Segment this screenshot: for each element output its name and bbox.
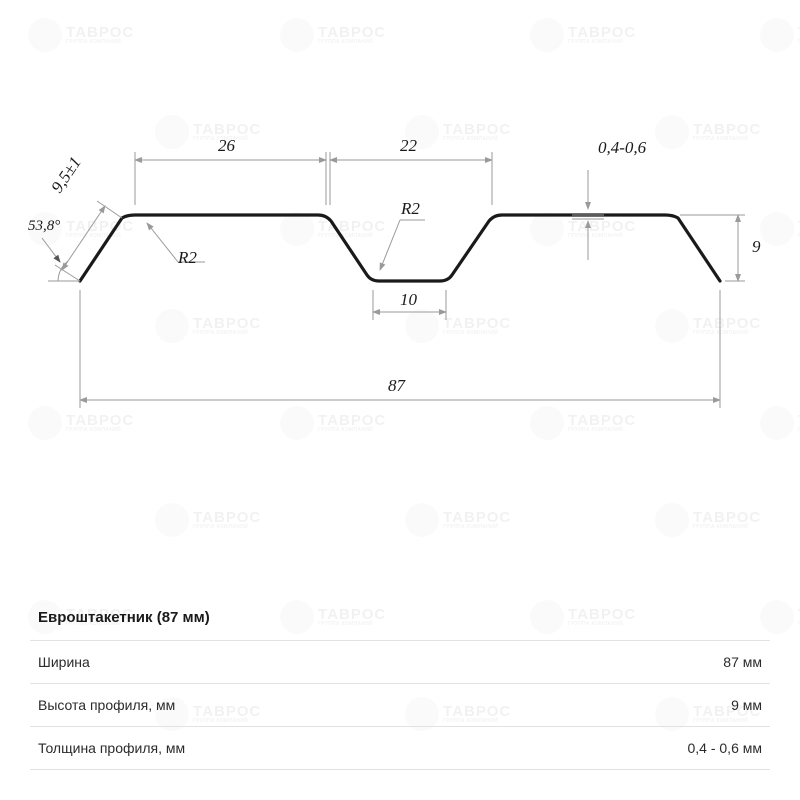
- dim-87: [80, 290, 720, 408]
- leader-r2-mid: [380, 220, 425, 270]
- spec-value: 87 мм: [723, 654, 762, 670]
- spec-row: Ширина 87 мм: [30, 641, 770, 684]
- spec-value: 0,4 - 0,6 мм: [687, 740, 762, 756]
- profile-path: [80, 215, 720, 281]
- profile-svg: [0, 0, 800, 560]
- spec-label: Толщина профиля, мм: [38, 740, 185, 756]
- spec-label: Ширина: [38, 654, 90, 670]
- leader-r2-left: [147, 223, 205, 262]
- dim-22: [330, 152, 492, 205]
- spec-table: Евроштакетник (87 мм) Ширина 87 мм Высот…: [30, 595, 770, 770]
- spec-row: Высота профиля, мм 9 мм: [30, 684, 770, 727]
- dim-thickness: [572, 170, 604, 260]
- dim-angle: [42, 238, 80, 281]
- profile-diagram: 26 22 0,4-0,6 9,5±1 53,8° R2 R2 10 9 87: [0, 0, 800, 560]
- spec-value: 9 мм: [731, 697, 762, 713]
- dim-26: [135, 152, 326, 205]
- spec-row: Толщина профиля, мм 0,4 - 0,6 мм: [30, 727, 770, 770]
- dim-10: [373, 290, 446, 320]
- spec-title: Евроштакетник (87 мм): [30, 595, 770, 641]
- spec-label: Высота профиля, мм: [38, 697, 175, 713]
